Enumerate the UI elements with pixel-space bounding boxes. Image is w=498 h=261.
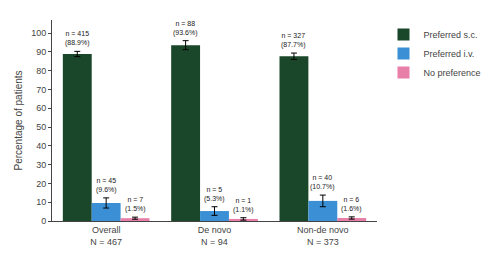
svg-text:OverallN = 467: OverallN = 467 (90, 225, 122, 247)
svg-text:n = 6(1.6%): n = 6(1.6%) (341, 196, 362, 213)
svg-text:70: 70 (36, 85, 46, 95)
svg-text:n = 88(93.6%): n = 88(93.6%) (173, 20, 198, 37)
svg-text:10: 10 (36, 197, 46, 207)
svg-text:De novoN = 94: De novoN = 94 (198, 225, 232, 247)
svg-text:n = 1(1.1%): n = 1(1.1%) (233, 197, 254, 214)
svg-text:0: 0 (41, 216, 46, 226)
svg-text:No preference: No preference (424, 68, 481, 78)
svg-text:40: 40 (36, 141, 46, 151)
svg-text:n = 415(88.9%): n = 415(88.9%) (65, 30, 90, 47)
svg-text:100: 100 (31, 28, 46, 38)
svg-text:Percentage of patients: Percentage of patients (13, 70, 24, 170)
svg-text:n = 7(1.5%): n = 7(1.5%) (125, 196, 146, 213)
svg-text:n = 45(9.6%): n = 45(9.6%) (96, 177, 117, 194)
svg-text:n = 40(10.7%): n = 40(10.7%) (310, 174, 335, 191)
svg-text:80: 80 (36, 66, 46, 76)
svg-text:20: 20 (36, 179, 46, 189)
svg-text:Preferred i.v.: Preferred i.v. (424, 49, 475, 59)
svg-text:60: 60 (36, 103, 46, 113)
svg-text:90: 90 (36, 47, 46, 57)
svg-text:Preferred s.c.: Preferred s.c. (424, 30, 478, 40)
svg-text:30: 30 (36, 160, 46, 170)
svg-text:n = 327(87.7%): n = 327(87.7%) (281, 32, 306, 49)
svg-text:n = 5(5.3%): n = 5(5.3%) (204, 186, 225, 203)
svg-text:50: 50 (36, 122, 46, 132)
svg-text:Non-de novoN = 373: Non-de novoN = 373 (297, 225, 349, 247)
